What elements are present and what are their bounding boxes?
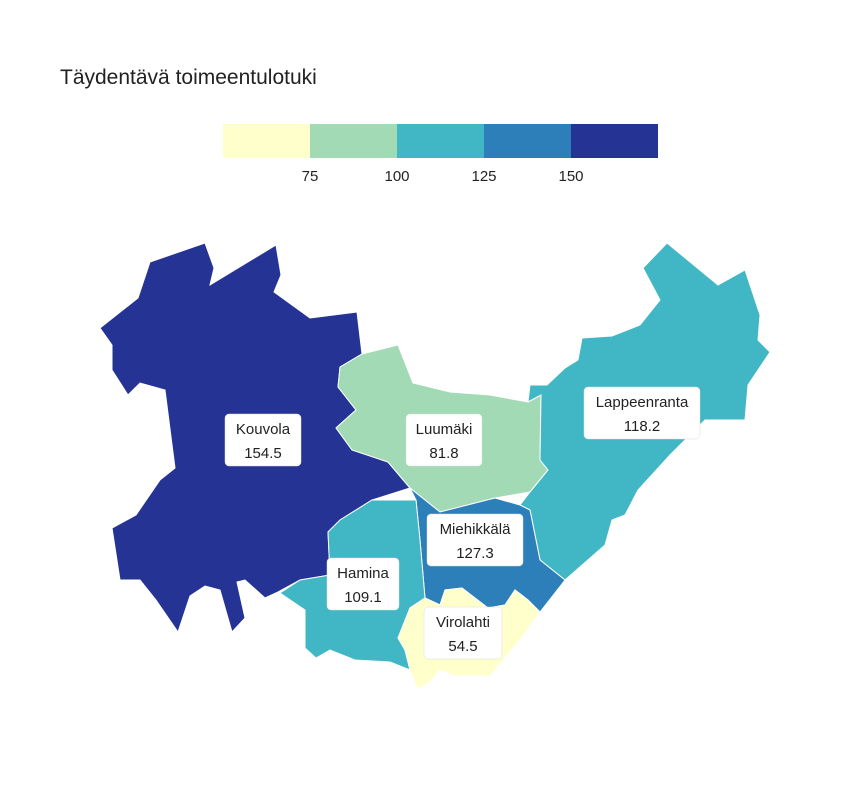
label-box-lappeenranta	[583, 386, 701, 440]
color-legend: 75 100 125 150	[223, 124, 658, 188]
label-luumaki: Luumäki 81.8	[405, 413, 483, 467]
legend-swatch-1	[223, 124, 310, 158]
label-lappeenranta: Lappeenranta 118.2	[583, 386, 701, 440]
legend-swatch-3	[397, 124, 484, 158]
label-hamina: Hamina 109.1	[326, 557, 400, 611]
label-box-miehikkala	[426, 513, 524, 567]
label-name-hamina: Hamina	[337, 565, 389, 582]
label-kouvola: Kouvola 154.5	[224, 413, 302, 467]
label-value-virolahti: 54.5	[448, 638, 477, 655]
label-value-kouvola: 154.5	[244, 445, 282, 462]
map-title: Täydentävä toimeentulotuki	[60, 66, 317, 89]
legend-tick-125: 125	[471, 168, 497, 185]
label-value-hamina: 109.1	[344, 589, 382, 606]
label-virolahti: Virolahti 54.5	[423, 606, 503, 660]
label-miehikkala: Miehikkälä 127.3	[426, 513, 524, 567]
legend-tick-75: 75	[301, 168, 319, 185]
label-value-miehikkala: 127.3	[456, 545, 494, 562]
label-box-luumaki	[405, 413, 483, 467]
legend-tick-150: 150	[558, 168, 584, 185]
label-box-hamina	[326, 557, 400, 611]
label-name-luumaki: Luumäki	[416, 421, 473, 438]
label-name-miehikkala: Miehikkälä	[440, 521, 512, 538]
label-box-virolahti	[423, 606, 503, 660]
label-name-kouvola: Kouvola	[236, 421, 291, 438]
legend-swatch-5	[571, 124, 658, 158]
legend-swatch-2	[310, 124, 397, 158]
legend-swatch-4	[484, 124, 571, 158]
label-box-kouvola	[224, 413, 302, 467]
legend-tick-100: 100	[384, 168, 410, 185]
label-name-virolahti: Virolahti	[436, 614, 490, 631]
label-value-luumaki: 81.8	[429, 445, 458, 462]
label-name-lappeenranta: Lappeenranta	[596, 394, 689, 411]
label-value-lappeenranta: 118.2	[624, 418, 660, 435]
